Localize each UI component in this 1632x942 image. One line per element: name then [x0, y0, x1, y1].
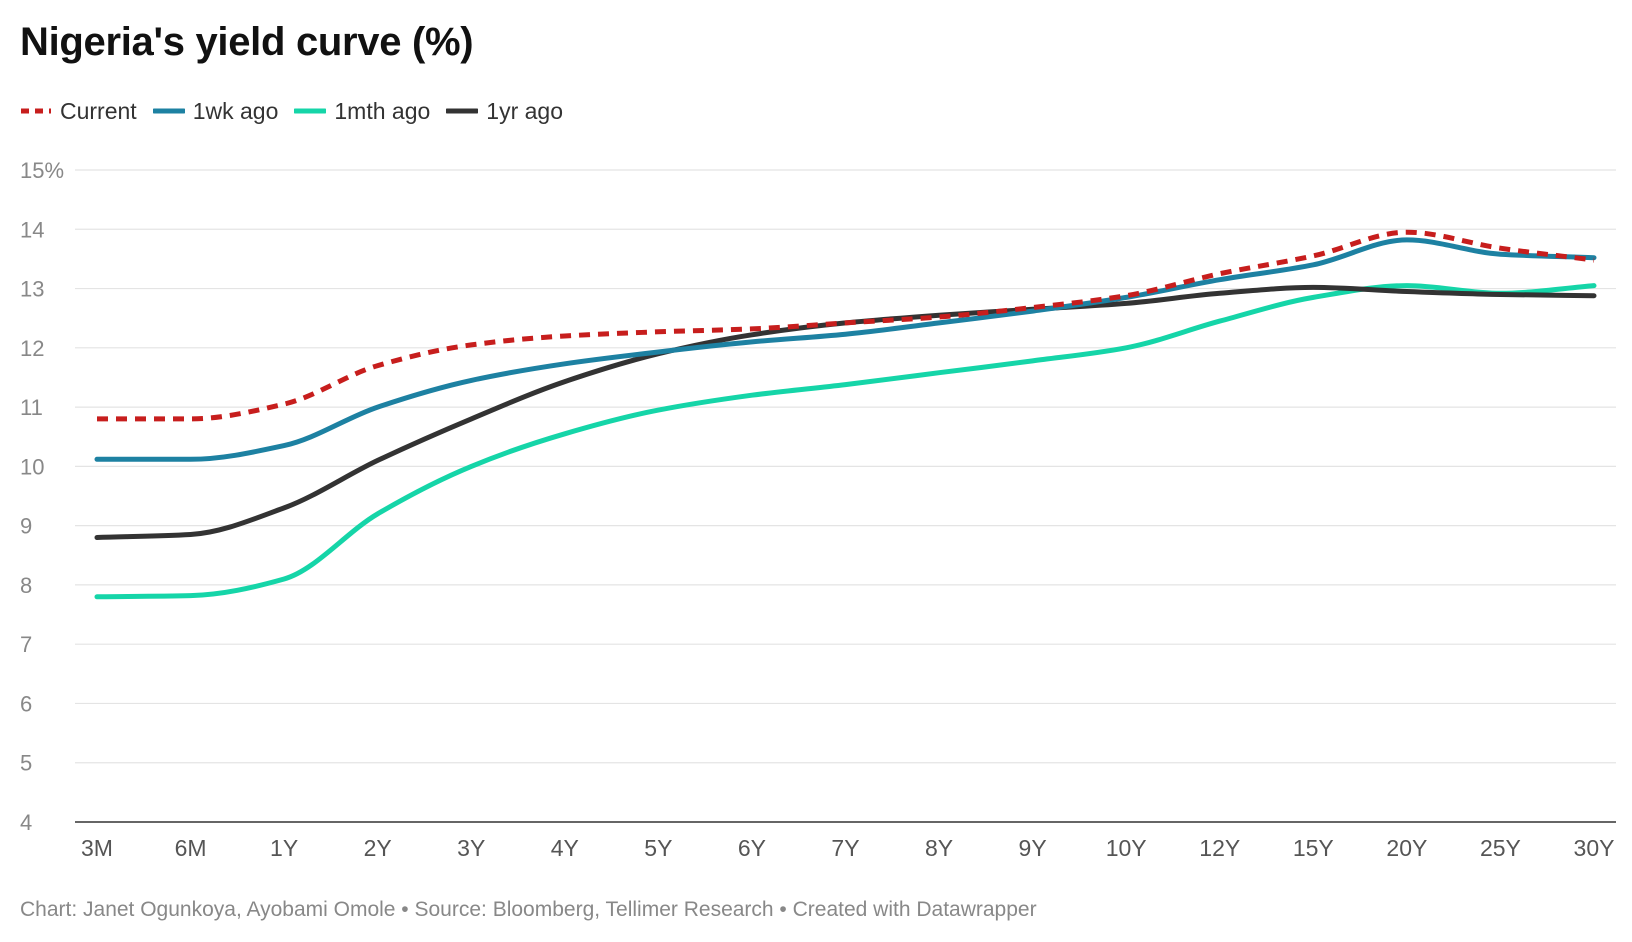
grid-layer: [75, 169, 1616, 823]
y-tick-label: 14: [20, 217, 44, 242]
series-line-1wk-ago: [94, 237, 1597, 462]
x-tick-label: 10Y: [1106, 835, 1147, 861]
legend: Current 1wk ago 1mth ago 1yr ago: [20, 96, 579, 126]
y-tick-label: 4: [20, 810, 32, 835]
x-tick-label: 4Y: [551, 835, 579, 861]
y-tick-label: 15%: [20, 158, 64, 183]
legend-item-1wk-ago: 1wk ago: [152, 97, 279, 125]
x-axis-labels: 3M 6M 1Y 2Y 3Y 4Y 5Y 6Y 7Y 8Y 9Y 10Y 12Y 15Y 20Y 25Y 30Y: [81, 835, 1614, 861]
legend-swatch-1wk-ago: [152, 108, 185, 114]
y-tick-label: 8: [20, 573, 32, 598]
x-tick-label: 8Y: [925, 835, 953, 861]
x-tick-label: 12Y: [1199, 835, 1240, 861]
legend-swatch-1yr-ago: [446, 108, 479, 114]
chart-title: Nigeria's yield curve (%): [20, 20, 474, 64]
series-line-1mth-ago: [94, 283, 1597, 600]
y-tick-label: 12: [20, 336, 44, 361]
legend-swatch-current: [21, 108, 51, 114]
chart-footer: Chart: Janet Ogunkoya, Ayobami Omole • S…: [20, 898, 1037, 921]
series-layer: [94, 229, 1597, 600]
y-tick-label: 9: [20, 514, 32, 539]
y-tick-label: 10: [20, 454, 44, 479]
x-tick-label: 7Y: [831, 835, 859, 861]
y-tick-label: 11: [20, 395, 43, 420]
y-tick-label: 13: [20, 277, 44, 302]
x-tick-label: 3M: [81, 835, 113, 861]
x-tick-label: 1Y: [270, 835, 298, 861]
legend-item-1mth-ago: 1mth ago: [294, 98, 430, 125]
legend-item-1yr-ago: 1yr ago: [446, 98, 563, 125]
legend-label-1yr-ago: 1yr ago: [486, 97, 563, 124]
series-line-1yr-ago: [94, 284, 1597, 540]
legend-label-1mth-ago: 1mth ago: [334, 97, 431, 124]
x-tick-label: 6M: [175, 835, 207, 861]
legend-label-current: Current: [60, 97, 137, 124]
y-tick-label: 7: [20, 632, 32, 657]
x-tick-label: 15Y: [1293, 835, 1334, 861]
series-line-current: [96, 229, 1595, 422]
x-tick-label: 30Y: [1574, 835, 1615, 861]
y-tick-label: 5: [20, 751, 32, 776]
x-tick-label: 3Y: [457, 835, 485, 861]
x-tick-label: 6Y: [738, 835, 766, 861]
x-tick-label: 20Y: [1386, 835, 1427, 861]
x-tick-label: 2Y: [364, 835, 392, 861]
x-tick-label: 5Y: [644, 835, 672, 861]
x-tick-label: 25Y: [1480, 835, 1521, 861]
legend-item-current: Current: [20, 98, 137, 125]
legend-label-1wk-ago: 1wk ago: [192, 97, 279, 124]
y-axis-labels: 15% 14 13 12 11 10 9 8 7 6 5 4: [20, 158, 64, 835]
legend-swatch-1mth-ago: [294, 108, 327, 114]
y-tick-label: 6: [20, 691, 32, 716]
x-tick-label: 9Y: [1019, 835, 1047, 861]
